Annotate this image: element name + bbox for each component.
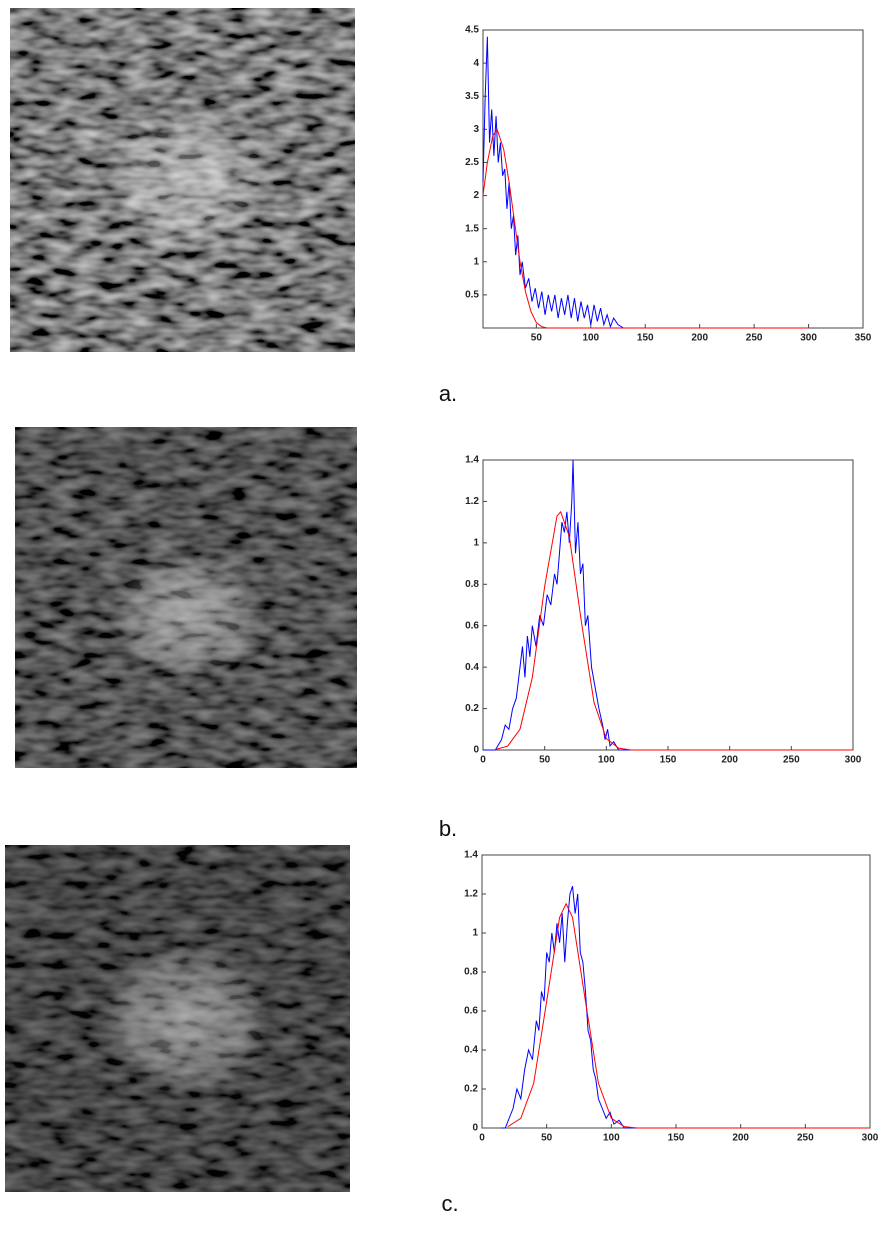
panel-caption: b. xyxy=(439,816,457,841)
x-tick-label: 350 xyxy=(855,333,872,344)
y-tick-label: 0 xyxy=(473,745,479,756)
y-tick-label: 2.5 xyxy=(465,157,479,168)
x-tick-label: 50 xyxy=(541,1133,553,1144)
series-line xyxy=(482,36,635,329)
y-tick-label: 1.4 xyxy=(465,455,479,466)
x-tick-label: 200 xyxy=(732,1133,749,1144)
x-tick-label: 0 xyxy=(480,755,486,766)
y-tick-label: 0.4 xyxy=(464,1045,478,1056)
y-tick-label: 3 xyxy=(473,124,479,135)
y-tick-label: 1 xyxy=(472,928,478,939)
x-tick-label: 200 xyxy=(691,333,708,344)
x-tick-label: 0 xyxy=(479,1133,485,1144)
y-tick-label: 0.6 xyxy=(465,620,479,631)
y-tick-label: 0.4 xyxy=(465,662,479,673)
y-tick-label: 0.2 xyxy=(465,703,479,714)
x-tick-label: 150 xyxy=(668,1133,685,1144)
y-tick-label: 1.4 xyxy=(464,850,478,861)
plot-frame xyxy=(482,459,854,751)
x-tick-label: 150 xyxy=(660,755,677,766)
y-tick-label: 1.2 xyxy=(465,496,479,507)
y-tick-label: 0 xyxy=(472,1123,478,1134)
y-tick-label: 4.5 xyxy=(465,25,479,36)
y-tick-label: 1.2 xyxy=(464,889,478,900)
x-tick-label: 300 xyxy=(800,333,817,344)
plot-frame xyxy=(481,854,871,1129)
series-line xyxy=(482,128,809,329)
x-tick-label: 50 xyxy=(539,755,551,766)
series-line xyxy=(501,886,715,1129)
y-tick-label: 3.5 xyxy=(465,91,479,102)
plot-frame xyxy=(482,29,864,329)
x-tick-label: 50 xyxy=(531,333,543,344)
x-tick-label: 300 xyxy=(845,755,862,766)
image-c xyxy=(5,845,350,1192)
y-tick-label: 0.6 xyxy=(464,1006,478,1017)
y-tick-label: 0.8 xyxy=(464,967,478,978)
y-tick-label: 4 xyxy=(473,58,479,69)
image-b xyxy=(15,427,357,768)
x-tick-label: 100 xyxy=(582,333,599,344)
y-tick-label: 1.5 xyxy=(465,223,479,234)
x-tick-label: 100 xyxy=(598,755,615,766)
y-tick-label: 1 xyxy=(473,256,479,267)
x-tick-label: 150 xyxy=(637,333,654,344)
y-tick-label: 0.8 xyxy=(465,579,479,590)
series-line xyxy=(483,459,705,751)
x-tick-label: 250 xyxy=(783,755,800,766)
x-tick-label: 250 xyxy=(746,333,763,344)
x-tick-label: 300 xyxy=(862,1133,879,1144)
panel-caption: a. xyxy=(439,381,457,406)
y-tick-label: 0.5 xyxy=(465,290,479,301)
y-tick-label: 1 xyxy=(473,537,479,548)
x-tick-label: 200 xyxy=(721,755,738,766)
x-tick-label: 250 xyxy=(797,1133,814,1144)
series-line xyxy=(495,510,853,751)
y-tick-label: 0.2 xyxy=(464,1084,478,1095)
panel-caption: c. xyxy=(441,1191,458,1216)
y-tick-label: 2 xyxy=(473,190,479,201)
series-line xyxy=(507,902,870,1129)
image-a xyxy=(10,8,355,352)
x-tick-label: 100 xyxy=(603,1133,620,1144)
